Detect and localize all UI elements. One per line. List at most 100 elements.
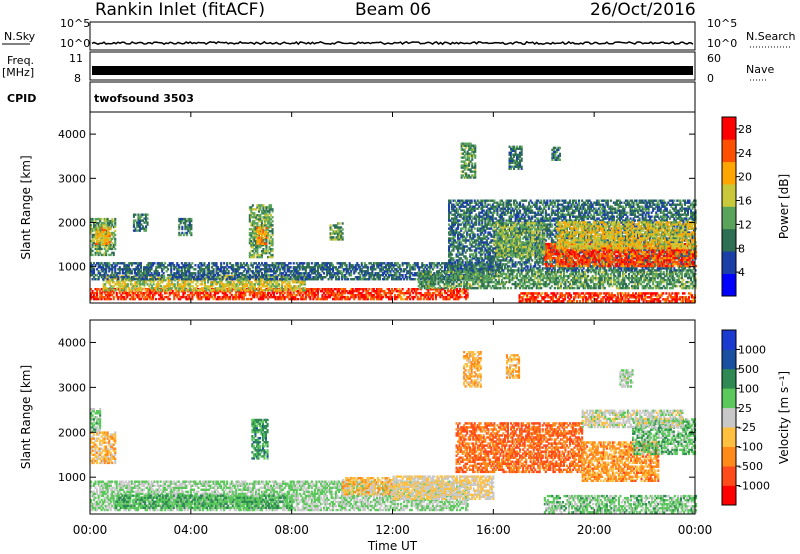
- power-cell: [138, 297, 141, 301]
- power-cell: [103, 251, 106, 255]
- power-cell: [286, 293, 289, 297]
- power-cell: [125, 289, 128, 292]
- power-cell: [91, 243, 94, 247]
- power-cell: [157, 281, 160, 284]
- power-cell: [540, 286, 543, 290]
- power-cell: [120, 285, 123, 288]
- power-cell: [227, 295, 230, 299]
- power-cell: [460, 280, 463, 284]
- power-cell: [394, 295, 397, 299]
- power-cell: [129, 283, 132, 286]
- power-cell: [146, 295, 149, 299]
- power-cell: [111, 241, 114, 245]
- power-cell: [93, 235, 96, 239]
- station-title: Rankin Inlet (fitACF): [95, 0, 266, 20]
- power-cell: [215, 262, 218, 265]
- power-cell: [270, 295, 273, 299]
- power-cell: [374, 291, 377, 295]
- power-cell: [218, 297, 221, 301]
- power-cell: [424, 293, 427, 297]
- power-cell: [440, 293, 443, 297]
- power-cell: [126, 291, 129, 295]
- power-cell: [127, 293, 130, 297]
- power-cell: [374, 295, 377, 299]
- power-cell: [91, 219, 94, 223]
- power-cell: [292, 262, 295, 265]
- power-cell: [125, 285, 128, 288]
- power-cell: [103, 219, 106, 223]
- power-cell: [100, 297, 103, 301]
- power-cell: [164, 291, 167, 295]
- power-cell: [194, 289, 197, 292]
- power-cell: [185, 295, 188, 299]
- power-cell: [153, 290, 156, 293]
- power-cell: [456, 295, 459, 299]
- power-cell: [173, 295, 176, 299]
- power-cell: [218, 278, 221, 281]
- power-cell: [319, 297, 322, 301]
- power-cell: [102, 295, 105, 299]
- power-cell: [406, 295, 409, 299]
- power-cell: [238, 293, 241, 297]
- power-cell: [248, 291, 251, 295]
- power-cell: [304, 291, 307, 295]
- power-cell: [173, 291, 176, 295]
- power-cell: [105, 242, 108, 245]
- power-cell: [280, 291, 283, 295]
- power-cell: [119, 287, 122, 290]
- power-cell: [298, 291, 301, 295]
- power-cell: [95, 242, 98, 245]
- power-cell: [339, 291, 342, 295]
- power-cell: [291, 295, 294, 299]
- power-cell: [439, 295, 442, 299]
- power-cell: [271, 224, 274, 227]
- power-cell: [415, 288, 418, 291]
- power-cell: [445, 291, 448, 295]
- power-cell: [116, 287, 119, 290]
- power-cell: [161, 295, 164, 299]
- power-cell: [90, 229, 93, 233]
- power-cell: [179, 287, 182, 290]
- power-cell: [111, 233, 114, 237]
- power-cell: [99, 297, 102, 301]
- power-cell: [209, 293, 212, 297]
- power-cell: [159, 293, 162, 297]
- power-cell: [273, 293, 276, 297]
- power-cell: [217, 297, 220, 301]
- power-cell: [100, 288, 103, 291]
- power-cell: [226, 293, 229, 297]
- power-cell: [378, 290, 381, 293]
- power-cell: [372, 297, 375, 301]
- power-cell: [102, 234, 105, 238]
- power-cell: [357, 290, 360, 293]
- power-cell: [662, 270, 665, 274]
- power-cell: [348, 290, 351, 293]
- power-cell: [138, 295, 141, 299]
- power-cell: [111, 219, 114, 223]
- power-cell: [160, 281, 163, 284]
- power-cell: [289, 297, 292, 301]
- power-cell: [434, 295, 437, 299]
- power-cell: [251, 291, 254, 295]
- power-cell: [256, 291, 259, 295]
- power-cell: [117, 276, 120, 279]
- power-cell: [99, 234, 102, 238]
- power-cell: [123, 295, 126, 299]
- power-cell: [418, 297, 421, 301]
- power-cell: [316, 293, 319, 297]
- power-cell: [297, 290, 300, 293]
- power-cell: [271, 248, 274, 251]
- power-cell: [345, 297, 348, 301]
- power-cell: [119, 289, 122, 292]
- power-cell: [627, 286, 630, 290]
- power-cell: [96, 217, 99, 221]
- power-cell: [97, 221, 100, 225]
- power-cell: [91, 217, 94, 221]
- power-cell: [104, 242, 107, 245]
- power-cell: [110, 285, 113, 288]
- power-cell: [187, 283, 190, 286]
- power-cell: [440, 286, 443, 290]
- power-cell: [354, 295, 357, 299]
- power-cell: [94, 295, 97, 299]
- power-cell: [330, 288, 333, 291]
